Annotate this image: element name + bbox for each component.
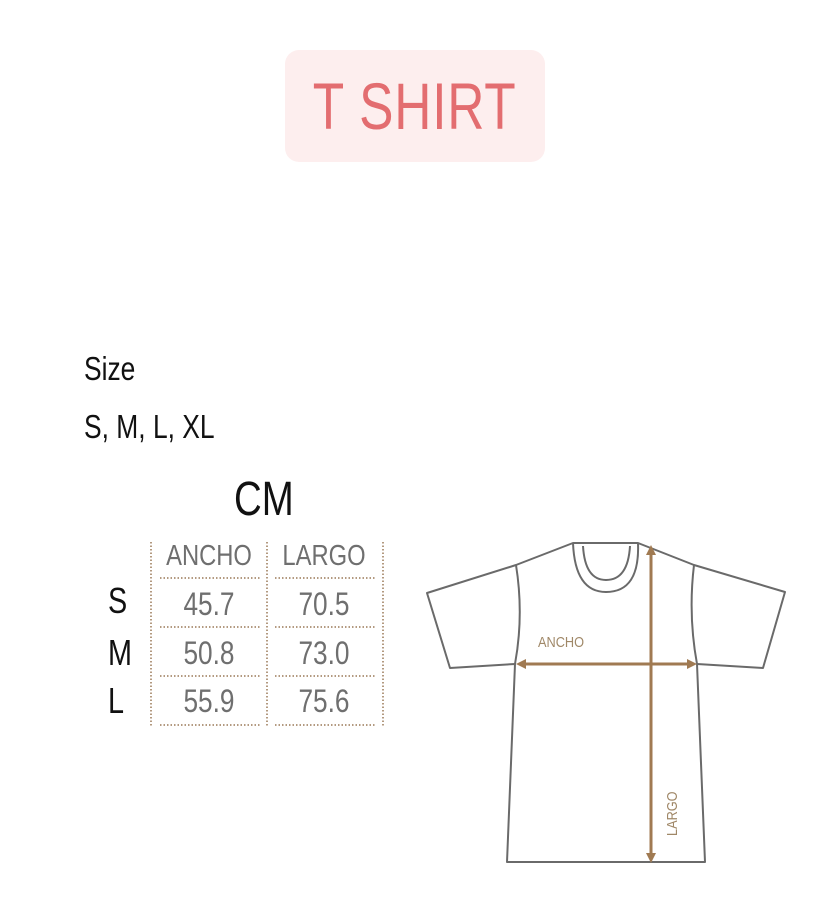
row-label-s: S bbox=[108, 580, 132, 622]
left-sleeve-seam bbox=[514, 564, 521, 665]
width-label: ANCHO bbox=[538, 633, 584, 650]
row-label-text: M bbox=[108, 632, 132, 673]
collar-outer bbox=[572, 542, 640, 593]
row-label-l: L bbox=[108, 680, 128, 722]
row-label-m: M bbox=[108, 632, 138, 674]
cell-ancho-l: 55.9 bbox=[183, 685, 234, 720]
row-label-text: L bbox=[108, 680, 125, 721]
arrowhead-icon bbox=[646, 853, 656, 863]
arrowhead-icon bbox=[687, 659, 697, 669]
cell-ancho-m: 50.8 bbox=[183, 637, 234, 672]
column-header-ancho: ANCHO bbox=[166, 539, 252, 572]
tshirt-diagram bbox=[426, 542, 786, 863]
arrowhead-icon bbox=[646, 545, 656, 555]
unit-label-text: CM bbox=[234, 473, 294, 526]
unit-label: CM bbox=[234, 472, 309, 527]
row-label-text: S bbox=[108, 580, 128, 621]
size-table-grid bbox=[150, 542, 384, 726]
title-badge: T SHIRT bbox=[285, 50, 545, 162]
size-heading-text: Size bbox=[84, 350, 136, 387]
sizes-available-text: S, M, L, XL bbox=[84, 408, 215, 445]
right-sleeve-seam bbox=[690, 564, 698, 665]
cell-largo-l: 75.6 bbox=[298, 685, 349, 720]
cell-ancho-s: 45.7 bbox=[183, 588, 234, 623]
sizes-available: S, M, L, XL bbox=[84, 408, 247, 446]
cell-largo-s: 70.5 bbox=[298, 588, 349, 623]
length-label: LARGO bbox=[663, 791, 680, 836]
page-title: T SHIRT bbox=[313, 69, 517, 143]
cell-largo-m: 73.0 bbox=[298, 637, 349, 672]
column-header-largo: LARGO bbox=[282, 539, 365, 572]
collar-inner bbox=[582, 545, 631, 581]
measurement-arrows bbox=[516, 545, 697, 863]
tshirt-outline bbox=[426, 542, 786, 863]
size-heading: Size bbox=[84, 350, 148, 388]
arrowhead-icon bbox=[516, 659, 526, 669]
